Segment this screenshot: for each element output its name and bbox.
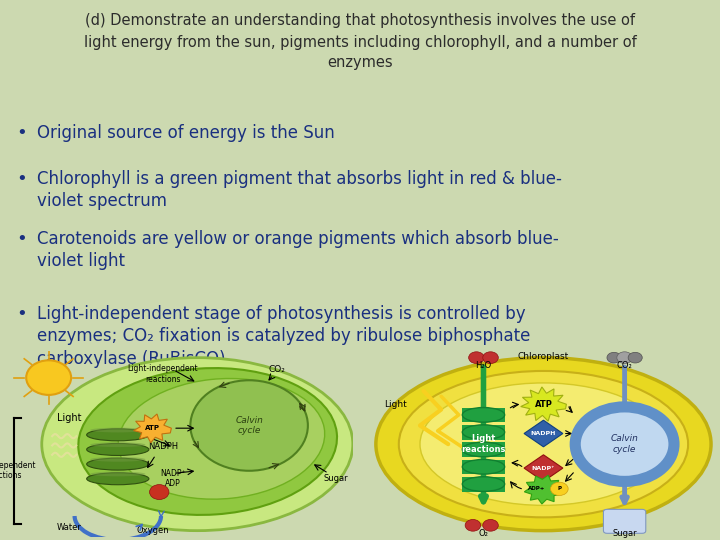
Text: Calvin
cycle: Calvin cycle [235, 416, 263, 435]
Circle shape [607, 352, 621, 363]
Text: Light-dependent
reactions: Light-dependent reactions [0, 461, 35, 481]
Bar [462, 442, 505, 457]
Polygon shape [524, 455, 563, 482]
Polygon shape [521, 387, 567, 421]
Text: •: • [16, 170, 27, 188]
Ellipse shape [376, 357, 711, 531]
Text: ATP: ATP [534, 400, 552, 409]
Text: H₂O: H₂O [475, 361, 492, 370]
Circle shape [190, 380, 308, 471]
Ellipse shape [42, 357, 353, 531]
Ellipse shape [462, 408, 505, 422]
Ellipse shape [86, 443, 149, 455]
Circle shape [617, 352, 632, 363]
Bar [462, 408, 505, 422]
Ellipse shape [90, 428, 145, 433]
Ellipse shape [462, 442, 505, 457]
Circle shape [551, 482, 568, 496]
Text: Chloroplast: Chloroplast [518, 352, 569, 361]
Ellipse shape [90, 457, 145, 462]
Text: Calvin
cycle: Calvin cycle [611, 435, 639, 454]
Text: Light: Light [57, 413, 81, 422]
Text: •: • [16, 230, 27, 247]
Ellipse shape [420, 383, 667, 505]
Text: Oxygen: Oxygen [136, 526, 168, 535]
Ellipse shape [86, 429, 149, 441]
Circle shape [150, 484, 169, 500]
Circle shape [465, 519, 481, 531]
Text: CO₂: CO₂ [617, 361, 632, 370]
Text: NADPH: NADPH [531, 431, 556, 436]
Text: Chlorophyll is a green pigment that absorbs light in red & blue-
violet spectrum: Chlorophyll is a green pigment that abso… [37, 170, 562, 210]
Text: Light
reactions: Light reactions [462, 435, 505, 454]
Text: CO₂: CO₂ [269, 365, 285, 374]
Ellipse shape [78, 368, 337, 515]
Ellipse shape [118, 379, 325, 499]
Text: Light: Light [384, 400, 407, 409]
Circle shape [483, 519, 498, 531]
Text: NADP⁺: NADP⁺ [532, 465, 555, 470]
Ellipse shape [399, 371, 688, 517]
Circle shape [628, 352, 642, 363]
Circle shape [577, 408, 672, 480]
Text: NADPH: NADPH [148, 442, 178, 451]
Polygon shape [524, 420, 563, 447]
Text: Original source of energy is the Sun: Original source of energy is the Sun [37, 124, 336, 142]
Ellipse shape [90, 442, 145, 447]
Text: P: P [557, 487, 562, 491]
Text: •: • [16, 305, 27, 323]
Text: •: • [16, 124, 27, 142]
Ellipse shape [462, 425, 505, 440]
Polygon shape [134, 414, 171, 443]
Text: Sugar: Sugar [612, 529, 637, 538]
Circle shape [26, 360, 71, 395]
Text: Water: Water [57, 523, 82, 532]
Text: ATP: ATP [145, 425, 160, 431]
FancyBboxPatch shape [603, 509, 646, 534]
Text: Carotenoids are yellow or orange pigments which absorb blue-
violet light: Carotenoids are yellow or orange pigment… [37, 230, 559, 269]
Ellipse shape [86, 472, 149, 485]
Bar [462, 460, 505, 474]
Ellipse shape [462, 477, 505, 491]
Bar [462, 477, 505, 491]
Circle shape [483, 352, 498, 363]
Ellipse shape [462, 460, 505, 474]
Text: Light-independent
reactions: Light-independent reactions [127, 364, 198, 384]
Text: O₂: O₂ [479, 529, 488, 538]
Text: Sugar: Sugar [323, 474, 348, 483]
Ellipse shape [86, 458, 149, 470]
Polygon shape [524, 475, 563, 504]
Ellipse shape [90, 471, 145, 476]
Text: Light-independent stage of photosynthesis is controlled by
enzymes; CO₂ fixation: Light-independent stage of photosynthesi… [37, 305, 531, 368]
Bar [462, 425, 505, 440]
Circle shape [469, 352, 484, 363]
Text: (d) Demonstrate an understanding that photosynthesis involves the use of
light e: (d) Demonstrate an understanding that ph… [84, 14, 636, 71]
Text: NADP⁺
ADP: NADP⁺ ADP [161, 469, 186, 489]
Text: ADP+: ADP+ [528, 487, 545, 491]
